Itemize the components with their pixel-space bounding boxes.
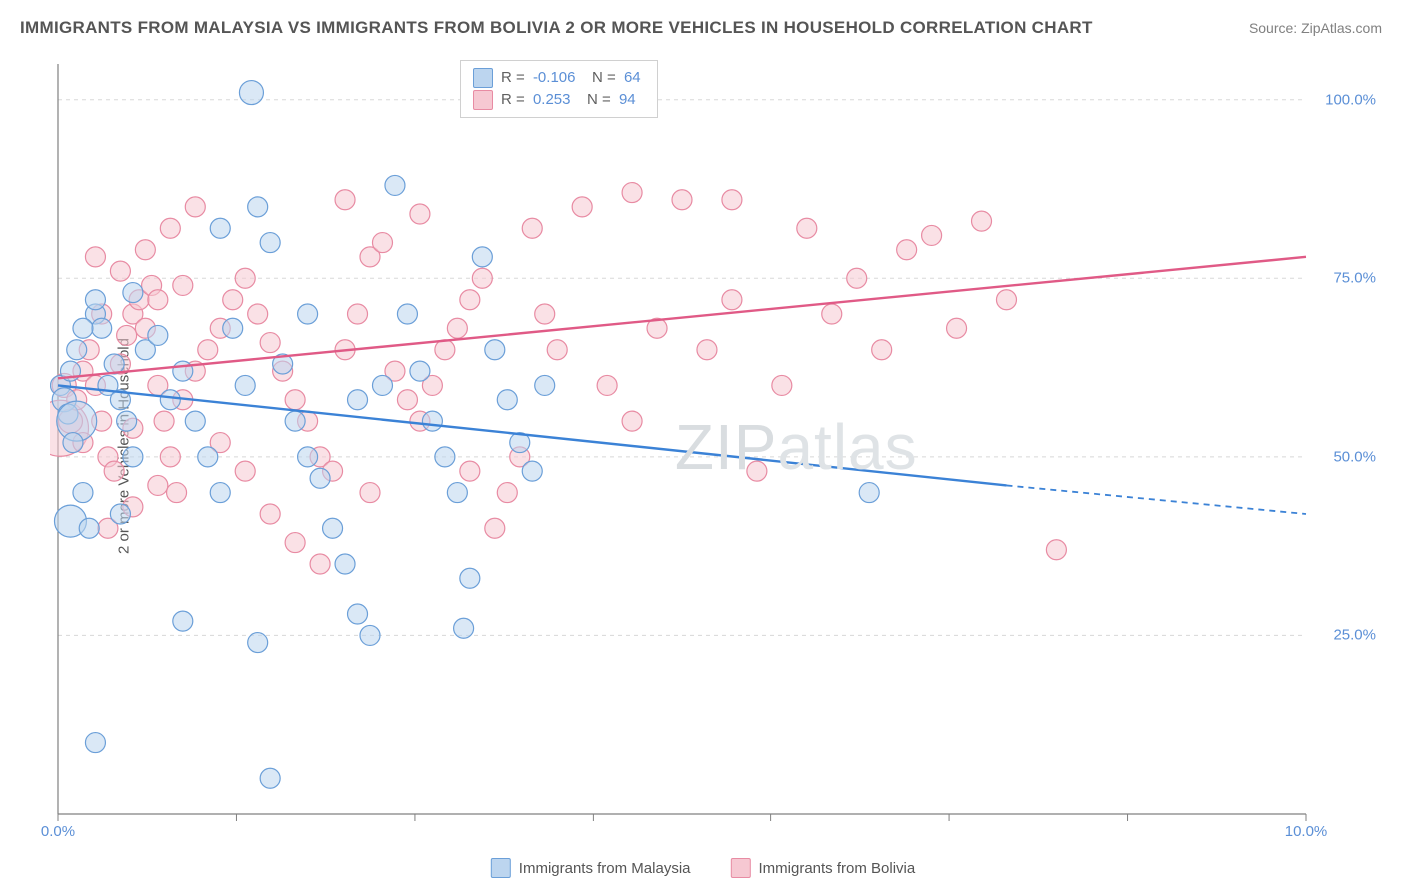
y-tick-label: 100.0% xyxy=(1325,91,1376,108)
n-label: N = xyxy=(592,69,616,86)
series-legend-item: Immigrants from Malaysia xyxy=(491,858,691,878)
x-tick-label: 10.0% xyxy=(1285,823,1328,840)
series-legend: Immigrants from Malaysia Immigrants from… xyxy=(491,858,915,878)
y-tick-label: 25.0% xyxy=(1333,627,1376,644)
chart-title: IMMIGRANTS FROM MALAYSIA VS IMMIGRANTS F… xyxy=(20,18,1093,38)
x-tick-label: 0.0% xyxy=(41,823,75,840)
legend-swatch-bolivia xyxy=(473,90,493,110)
stats-legend: R = -0.106 N = 64 R = 0.253 N = 94 xyxy=(460,60,658,118)
stats-legend-row: R = 0.253 N = 94 xyxy=(473,89,645,111)
legend-swatch-malaysia xyxy=(491,858,511,878)
legend-swatch-malaysia xyxy=(473,68,493,88)
r-value: -0.106 xyxy=(533,69,576,86)
source-attribution: Source: ZipAtlas.com xyxy=(1249,20,1382,36)
series-label: Immigrants from Malaysia xyxy=(519,860,691,877)
n-value: 94 xyxy=(619,91,636,108)
n-value: 64 xyxy=(624,69,641,86)
legend-stats-text: R = -0.106 N = 64 xyxy=(501,67,645,89)
watermark: ZIPatlas xyxy=(675,410,918,484)
series-legend-item: Immigrants from Bolivia xyxy=(731,858,916,878)
y-tick-label: 75.0% xyxy=(1333,270,1376,287)
legend-stats-text: R = 0.253 N = 94 xyxy=(501,89,640,111)
stats-legend-row: R = -0.106 N = 64 xyxy=(473,67,645,89)
n-label: N = xyxy=(587,91,611,108)
r-value: 0.253 xyxy=(533,91,571,108)
y-tick-label: 50.0% xyxy=(1333,448,1376,465)
legend-swatch-bolivia xyxy=(731,858,751,878)
r-label: R = xyxy=(501,91,525,108)
r-label: R = xyxy=(501,69,525,86)
series-label: Immigrants from Bolivia xyxy=(759,860,916,877)
